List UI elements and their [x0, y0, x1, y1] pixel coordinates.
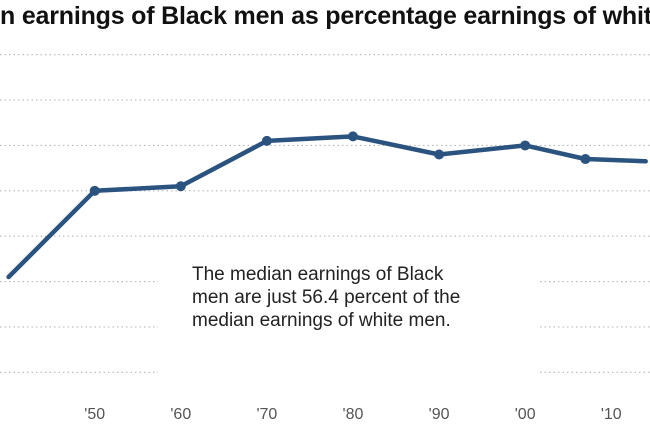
chart-title: n earnings of Black men as percentage ea… — [0, 2, 650, 30]
x-tick-label: '10 — [601, 406, 622, 423]
x-axis-ticks: '50 '60 '70 '80 '90 '00 '10 — [84, 406, 622, 423]
annotation-line-1: The median earnings of Black — [192, 264, 444, 285]
x-tick-label: '90 — [429, 406, 450, 423]
data-points — [89, 131, 591, 196]
x-tick-label: '00 — [515, 406, 536, 423]
data-point — [520, 140, 531, 151]
data-point — [434, 149, 445, 160]
data-point — [347, 131, 358, 142]
data-point — [89, 185, 100, 196]
annotation-line-3: median earnings of white men. — [192, 310, 451, 331]
x-tick-label: '60 — [170, 406, 191, 423]
data-point — [261, 135, 272, 146]
annotation-line-2: men are just 56.4 percent of the — [192, 287, 460, 308]
data-point — [580, 154, 591, 165]
annotation: The median earnings of Black men are jus… — [192, 264, 460, 331]
x-tick-label: '70 — [256, 406, 277, 423]
gridlines — [0, 54, 650, 373]
data-point — [175, 181, 186, 192]
x-tick-label: '80 — [343, 406, 364, 423]
series-line — [6, 134, 648, 280]
x-tick-label: '50 — [84, 406, 105, 423]
series-line-group — [6, 134, 648, 280]
